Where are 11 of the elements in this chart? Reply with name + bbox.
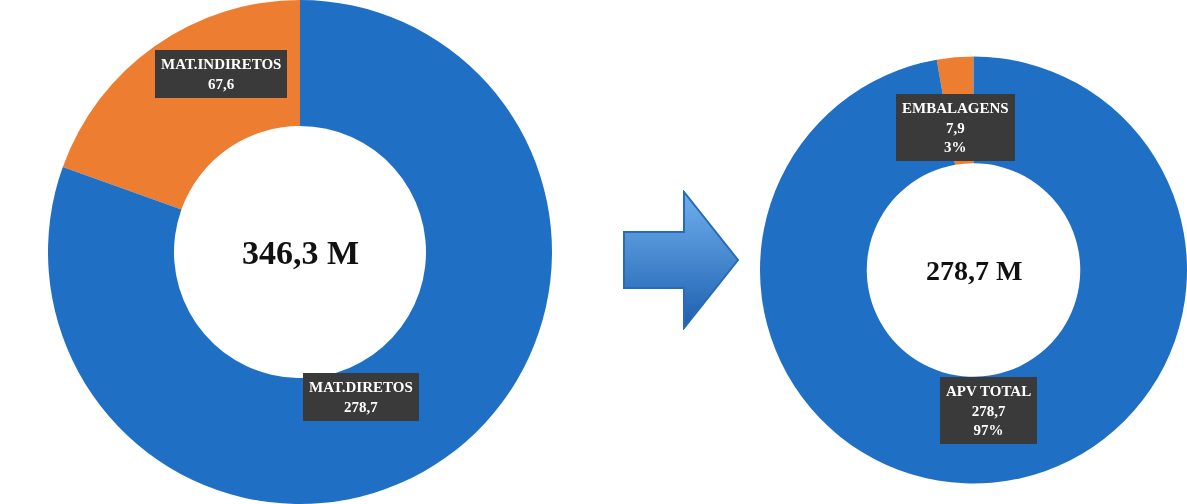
slice-label: MAT.INDIRETOS — [161, 56, 282, 72]
text: 278,7 M — [926, 255, 1023, 286]
donut-slice — [48, 0, 552, 504]
slice-label: MAT.DIRETOS — [309, 379, 413, 395]
data-label: 278,7 — [344, 398, 379, 415]
data-label: 7,9 3% — [944, 119, 967, 155]
slice-label: APV TOTAL — [946, 383, 1032, 399]
data-label: 278,7 97% — [971, 402, 1006, 438]
data-label: 67,6 — [208, 75, 235, 92]
slice-label: EMBALAGENS — [902, 100, 1009, 116]
text: 346,3 M — [242, 234, 360, 271]
